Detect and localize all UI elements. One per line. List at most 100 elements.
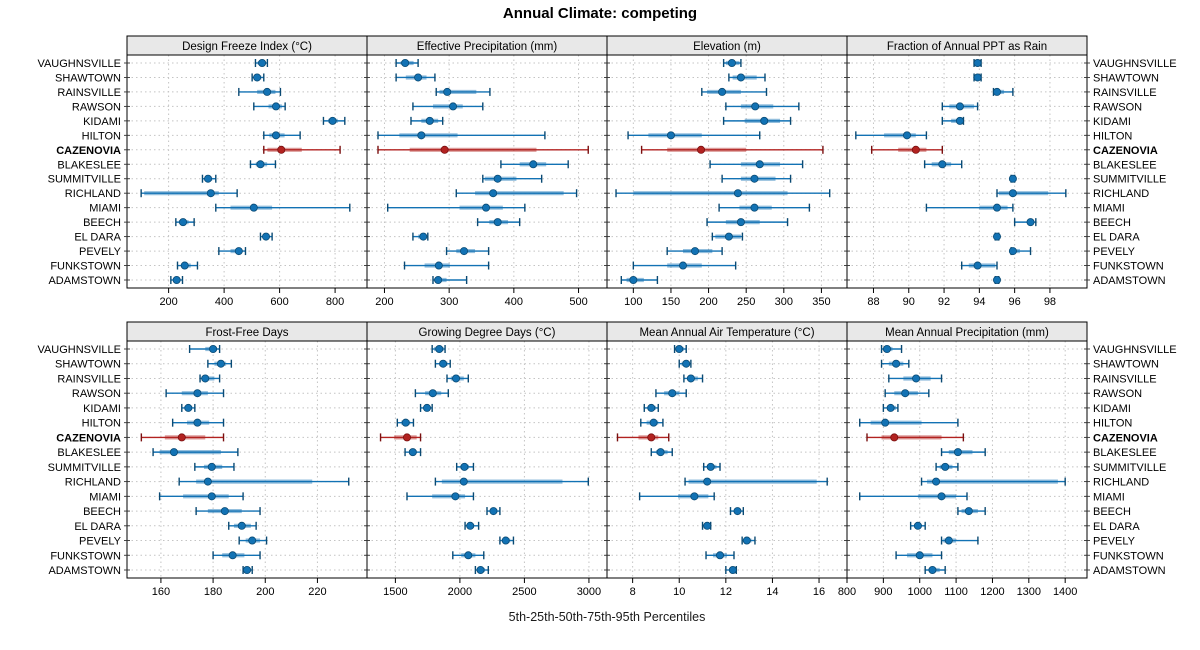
panel-header-label: Growing Degree Days (°C) bbox=[419, 327, 556, 339]
x-tick-label: 160 bbox=[152, 586, 170, 598]
median-dot bbox=[253, 73, 262, 82]
median-dot bbox=[460, 462, 469, 471]
x-tick-label: 600 bbox=[270, 296, 288, 308]
median-dot bbox=[493, 218, 502, 227]
x-tick-label: 300 bbox=[775, 296, 793, 308]
x-tick-label: 2500 bbox=[512, 586, 536, 598]
station-label-right: MIAMI bbox=[1093, 491, 1125, 503]
x-tick-label: 1100 bbox=[944, 586, 968, 598]
median-dot bbox=[476, 566, 485, 575]
median-dot bbox=[529, 160, 538, 169]
median-dot bbox=[682, 359, 691, 368]
x-tick-label: 10 bbox=[673, 586, 685, 598]
panel-area bbox=[367, 341, 607, 578]
median-dot bbox=[993, 232, 1002, 241]
median-dot bbox=[408, 448, 417, 457]
panel-area bbox=[127, 341, 367, 578]
station-label-right: ADAMSTOWN bbox=[1093, 565, 1166, 577]
x-tick-label: 800 bbox=[326, 296, 344, 308]
median-dot bbox=[417, 131, 426, 140]
station-label-right: EL DARA bbox=[1093, 232, 1140, 244]
median-dot bbox=[973, 73, 982, 82]
x-tick-label: 180 bbox=[204, 586, 222, 598]
station-label-left: BLAKESLEE bbox=[57, 159, 121, 171]
median-dot bbox=[402, 433, 411, 442]
median-dot bbox=[277, 145, 286, 154]
median-dot bbox=[973, 59, 982, 68]
median-dot bbox=[203, 477, 212, 486]
median-dot bbox=[892, 359, 901, 368]
median-dot bbox=[666, 131, 675, 140]
x-tick-label: 800 bbox=[838, 586, 856, 598]
median-dot bbox=[755, 160, 764, 169]
panel-header-label: Mean Annual Precipitation (mm) bbox=[885, 327, 1049, 339]
median-dot bbox=[1008, 189, 1017, 198]
station-label-left: RAWSON bbox=[72, 388, 121, 400]
panel-header bbox=[846, 321, 1088, 342]
station-label-left: RAINSVILLE bbox=[57, 373, 121, 385]
station-label-left: FUNKSTOWN bbox=[50, 550, 121, 562]
x-tick-label: 1200 bbox=[980, 586, 1004, 598]
median-dot bbox=[890, 433, 899, 442]
station-label-right: ADAMSTOWN bbox=[1093, 275, 1166, 287]
median-dot bbox=[736, 73, 745, 82]
median-dot bbox=[903, 131, 912, 140]
x-tick-label: 150 bbox=[662, 296, 680, 308]
x-tick-label: 200 bbox=[699, 296, 717, 308]
median-dot bbox=[206, 189, 215, 198]
station-label-right: PEVELY bbox=[1093, 536, 1136, 548]
x-tick-label: 250 bbox=[737, 296, 755, 308]
median-dot bbox=[460, 247, 469, 256]
median-dot bbox=[751, 102, 760, 111]
x-tick-label: 500 bbox=[569, 296, 587, 308]
median-dot bbox=[993, 87, 1002, 96]
median-dot bbox=[973, 261, 982, 270]
panel-header-label: Mean Annual Air Temperature (°C) bbox=[639, 327, 814, 339]
median-dot bbox=[414, 73, 423, 82]
median-dot bbox=[234, 247, 243, 256]
station-label-right: EL DARA bbox=[1093, 521, 1140, 533]
x-tick-label: 400 bbox=[505, 296, 523, 308]
median-dot bbox=[647, 433, 656, 442]
x-tick-label: 12 bbox=[720, 586, 732, 598]
station-label-right: BEECH bbox=[1093, 506, 1131, 518]
station-label-left: ADAMSTOWN bbox=[48, 565, 121, 577]
panel-header-label: Design Freeze Index (°C) bbox=[182, 41, 312, 53]
station-label-left: SHAWTOWN bbox=[55, 359, 121, 371]
median-dot bbox=[678, 261, 687, 270]
panel-header-label: Elevation (m) bbox=[693, 41, 761, 53]
median-dot bbox=[886, 403, 895, 412]
median-dot bbox=[750, 174, 759, 183]
x-tick-label: 2000 bbox=[448, 586, 472, 598]
panel-area bbox=[847, 341, 1087, 578]
station-label-right: FUNKSTOWN bbox=[1093, 261, 1164, 273]
median-dot bbox=[912, 374, 921, 383]
station-label-right: KIDAMI bbox=[1093, 116, 1131, 128]
median-dot bbox=[724, 232, 733, 241]
median-dot bbox=[434, 261, 443, 270]
x-tick-label: 1300 bbox=[1017, 586, 1041, 598]
x-tick-label: 90 bbox=[903, 296, 915, 308]
median-dot bbox=[248, 536, 257, 545]
station-label-right: SHAWTOWN bbox=[1093, 72, 1159, 84]
median-dot bbox=[629, 275, 638, 284]
median-dot bbox=[993, 203, 1002, 212]
median-dot bbox=[690, 492, 699, 501]
median-dot bbox=[675, 344, 684, 353]
station-label-right: HILTON bbox=[1093, 418, 1132, 430]
median-dot bbox=[258, 59, 267, 68]
station-label-right: RAWSON bbox=[1093, 388, 1142, 400]
median-dot bbox=[944, 536, 953, 545]
station-label-right: KIDAMI bbox=[1093, 403, 1131, 415]
median-dot bbox=[938, 160, 947, 169]
median-dot bbox=[439, 359, 448, 368]
station-label-right: PEVELY bbox=[1093, 246, 1136, 258]
median-dot bbox=[703, 477, 712, 486]
station-label-right: CAZENOVIA bbox=[1093, 432, 1158, 444]
station-label-left: KIDAMI bbox=[83, 403, 121, 415]
median-dot bbox=[328, 116, 337, 125]
panel-area bbox=[607, 341, 847, 578]
median-dot bbox=[422, 403, 431, 412]
